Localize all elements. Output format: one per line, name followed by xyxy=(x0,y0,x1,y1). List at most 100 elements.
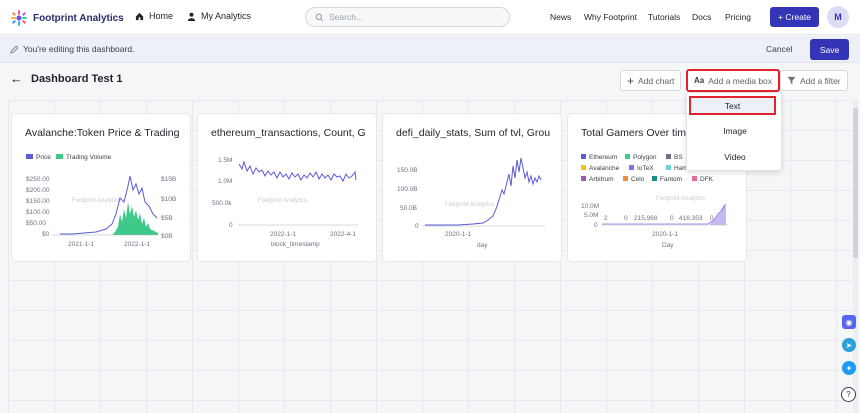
legend-item: Arbitrum xyxy=(589,176,614,183)
chart-card-ethereum-transactions[interactable]: ethereum_transactions, Count, G 1.5M 1.0… xyxy=(197,113,377,262)
text-format-icon: Aa xyxy=(694,76,705,85)
menu-item-text[interactable]: Text xyxy=(689,96,776,115)
brand-logo[interactable]: Footprint Analytics xyxy=(10,9,124,27)
y-tick: 5.0M xyxy=(584,212,598,219)
y-tick: 1.5M xyxy=(218,157,232,164)
legend-volume: Trading Volume xyxy=(66,154,112,161)
legend-swatch xyxy=(652,176,657,181)
gamers-area xyxy=(710,204,726,225)
legend-item: Polygon xyxy=(633,154,657,161)
legend-swatch xyxy=(581,154,586,159)
y-left-tick: $150.00 xyxy=(26,198,50,205)
nav-docs[interactable]: Docs xyxy=(692,12,712,22)
nav-home[interactable]: Home xyxy=(135,11,173,21)
nav-news[interactable]: News xyxy=(550,12,572,22)
help-icon[interactable]: ? xyxy=(841,387,856,402)
menu-item-image[interactable]: Image xyxy=(723,126,747,136)
search-icon xyxy=(315,13,324,21)
card-title: Total Gamers Over tim xyxy=(581,127,687,139)
page-title: Dashboard Test 1 xyxy=(31,72,123,85)
twitter-icon[interactable]: ✦ xyxy=(842,361,856,375)
data-label: 416,353 xyxy=(679,215,703,222)
nav-why-footprint[interactable]: Why Footprint xyxy=(584,12,637,22)
x-tick: 2022-1-1 xyxy=(270,231,296,238)
legend-swatch xyxy=(581,165,586,170)
add-filter-label: Add a filter xyxy=(800,75,841,86)
defi-daily-stats-chart: 150.0B 100.0B 50.0B 0 Footprint Analytic… xyxy=(397,157,545,249)
scrollbar-thumb[interactable] xyxy=(853,108,858,258)
nav-home-label: Home xyxy=(149,11,174,21)
y-right-tick: $5B xyxy=(161,215,173,222)
legend-item: Avalanche xyxy=(589,165,620,172)
legend-swatch xyxy=(666,154,671,159)
legend-swatch-price xyxy=(26,154,33,159)
search-placeholder: Search... xyxy=(329,12,364,22)
y-right-tick: $15B xyxy=(161,176,176,183)
x-tick: 2020-1-1 xyxy=(445,231,471,238)
legend-item: IoTeX xyxy=(637,165,654,172)
chart-card-avalanche[interactable]: Avalanche:Token Price & Trading Price Tr… xyxy=(11,113,191,262)
card-title: ethereum_transactions, Count, G xyxy=(211,127,366,139)
y-left-tick: $0 xyxy=(42,231,50,238)
dashboard-header: ← Dashboard Test 1 xyxy=(10,72,123,85)
chart-card-defi-daily-stats[interactable]: defi_daily_stats, Sum of tvl, Grou 150.0… xyxy=(382,113,562,262)
y-right-tick: $10B xyxy=(161,196,176,203)
nav-tutorials[interactable]: Tutorials xyxy=(648,12,681,22)
nav-my-analytics-label: My Analytics xyxy=(201,11,252,21)
editing-message: You're editing this dashboard. xyxy=(10,44,134,54)
filter-icon xyxy=(787,76,796,85)
legend-price: Price xyxy=(36,154,51,161)
top-nav: Footprint Analytics Home My Analytics Se… xyxy=(0,0,860,35)
add-chart-button[interactable]: + Add chart xyxy=(620,70,682,91)
watermark: Footprint Analytics xyxy=(72,198,121,204)
tvl-line xyxy=(425,157,542,226)
y-tick: 0 xyxy=(594,222,598,229)
ethereum-transactions-chart: 1.5M 1.0M 500.0k 0 Footprint Analytics 2… xyxy=(212,157,358,248)
plus-icon: + xyxy=(627,73,635,88)
footprint-logo-icon xyxy=(11,10,27,26)
price-line xyxy=(60,175,158,235)
gamers-line xyxy=(602,203,727,225)
watermark: Footprint Analytics xyxy=(656,196,705,202)
legend-item: DFK xyxy=(700,176,714,183)
save-button[interactable]: Save xyxy=(810,39,849,60)
editing-bar: You're editing this dashboard. Cancel Sa… xyxy=(0,36,860,63)
data-label: 0 xyxy=(624,215,628,222)
search-input[interactable]: Search... xyxy=(305,7,510,27)
legend-swatch xyxy=(625,154,630,159)
menu-item-video[interactable]: Video xyxy=(724,152,746,162)
create-button[interactable]: + Create xyxy=(770,7,819,27)
legend-item: Ham xyxy=(674,165,688,172)
watermark: Footprint Analytics xyxy=(258,198,307,204)
pencil-icon xyxy=(10,45,19,54)
telegram-icon[interactable]: ➤ xyxy=(842,338,856,352)
add-media-box-button[interactable]: Aa Add a media box xyxy=(686,69,781,92)
editing-message-text: You're editing this dashboard. xyxy=(23,44,135,54)
avatar[interactable]: M xyxy=(827,6,849,28)
legend-swatch xyxy=(629,165,634,170)
back-arrow-icon[interactable]: ← xyxy=(10,71,23,86)
x-tick: 2022-1-1 xyxy=(124,241,150,248)
cancel-button[interactable]: Cancel xyxy=(766,44,793,54)
nav-pricing[interactable]: Pricing xyxy=(725,12,751,22)
discord-icon[interactable]: ◉ xyxy=(842,315,856,329)
data-label: 2 xyxy=(604,215,608,222)
user-icon xyxy=(187,12,196,21)
x-axis-label: block_timestamp xyxy=(271,241,320,248)
legend-swatch xyxy=(692,176,697,181)
volume-area xyxy=(112,202,158,235)
legend-swatch xyxy=(623,176,628,181)
x-tick: 2022-4-1 xyxy=(330,231,356,238)
add-chart-label: Add chart xyxy=(638,75,675,86)
add-media-box-label: Add a media box xyxy=(708,75,773,86)
y-left-tick: $50.00 xyxy=(26,220,46,227)
y-left-tick: $100.00 xyxy=(26,209,50,216)
x-tick: 2021-1-1 xyxy=(68,241,94,248)
add-filter-button[interactable]: Add a filter xyxy=(780,70,848,91)
x-tick: 2020-1-1 xyxy=(652,231,678,238)
brand-name: Footprint Analytics xyxy=(33,12,124,24)
nav-my-analytics[interactable]: My Analytics xyxy=(187,11,251,21)
data-label: 215,968 xyxy=(634,215,658,222)
y-tick: 0 xyxy=(229,222,233,229)
y-tick: 0 xyxy=(415,223,419,230)
